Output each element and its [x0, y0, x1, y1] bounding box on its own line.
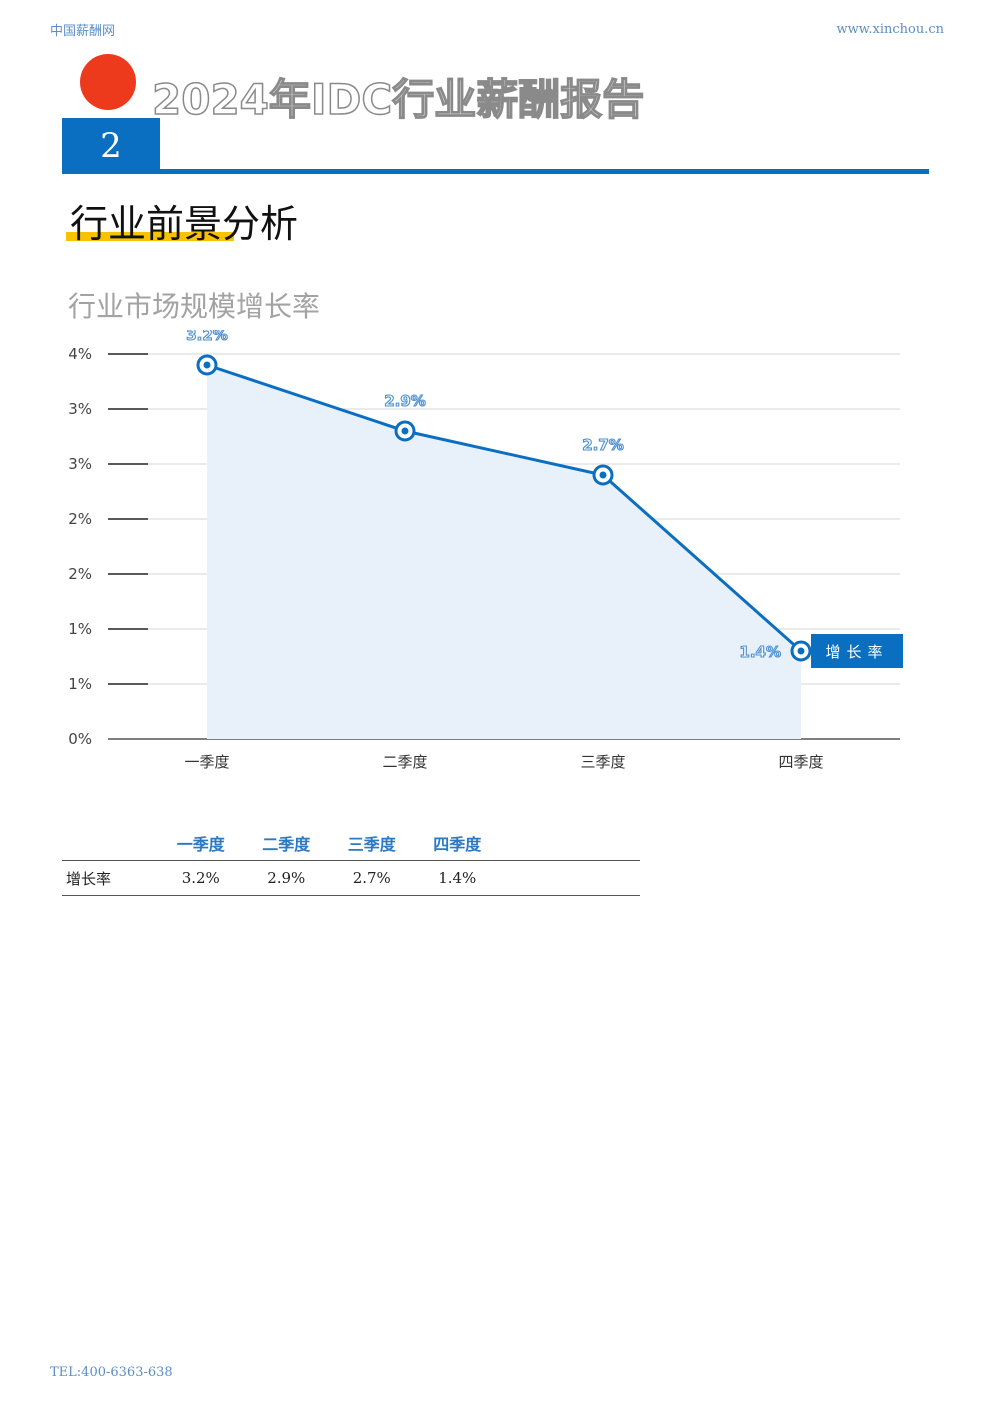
section-title: 行业前景分析: [70, 202, 299, 246]
data-table: 一季度 二季度 三季度 四季度 增长率 3.2% 2.9% 2.7% 1.4%: [62, 826, 640, 896]
table-row-label: 增长率: [62, 860, 158, 896]
table-header-q4: 四季度: [414, 826, 500, 861]
section-number: 2: [100, 126, 122, 166]
table-cell-q2: 2.9%: [243, 860, 329, 896]
data-point-center: [203, 361, 211, 369]
y-tick-label: 4%: [68, 345, 92, 363]
table-header-empty: [500, 826, 640, 861]
data-label: 3.2%: [186, 330, 228, 344]
series-area: [207, 365, 801, 739]
series-tag-label: 增长率: [825, 643, 888, 661]
data-label: 2.9%: [384, 392, 426, 410]
y-tick-label: 3%: [68, 400, 92, 418]
header-divider: [62, 169, 929, 174]
series-line: [206, 363, 802, 653]
data-point-center: [401, 427, 409, 435]
y-tick-label: 2%: [68, 565, 92, 583]
y-tick-label: 2%: [68, 510, 92, 528]
table-header-row: 一季度 二季度 三季度 四季度: [62, 826, 640, 861]
x-tick-label: 一季度: [184, 753, 229, 771]
table-header-q3: 三季度: [329, 826, 415, 861]
data-label: 1.4%: [739, 643, 781, 661]
site-name: 中国薪酬网: [50, 24, 116, 39]
site-url[interactable]: www.xinchou.cn: [836, 22, 944, 37]
chart-title: 行业市场规模增长率: [68, 290, 321, 323]
y-tick-label: 3%: [68, 455, 92, 473]
table-row: 增长率 3.2% 2.9% 2.7% 1.4%: [62, 860, 640, 896]
series-tag-box: [811, 634, 903, 668]
table-cell-empty: [500, 860, 640, 896]
table-corner: [62, 826, 158, 861]
data-point-center: [797, 647, 805, 655]
section-number-badge: 2: [62, 118, 160, 174]
title-highlight: [66, 232, 234, 241]
x-tick-label: 三季度: [580, 753, 625, 771]
table-cell-q3: 2.7%: [329, 860, 415, 896]
report-title: 2024年IDC行业薪酬报告: [151, 74, 645, 125]
footer-phone: TEL:400-6363-638: [50, 1365, 173, 1380]
y-tick-label: 0%: [68, 730, 92, 748]
x-tick-label: 四季度: [778, 753, 823, 771]
y-tick-label: 1%: [68, 675, 92, 693]
data-label: 2.7%: [582, 436, 624, 454]
table-header-q1: 一季度: [158, 826, 244, 861]
data-point-center: [599, 471, 607, 479]
table-cell-q4: 1.4%: [414, 860, 500, 896]
red-circle-decoration: [80, 54, 136, 110]
table-header-q2: 二季度: [243, 826, 329, 861]
x-tick-label: 二季度: [382, 753, 427, 771]
y-tick-label: 1%: [68, 620, 92, 638]
table-cell-q1: 3.2%: [158, 860, 244, 896]
